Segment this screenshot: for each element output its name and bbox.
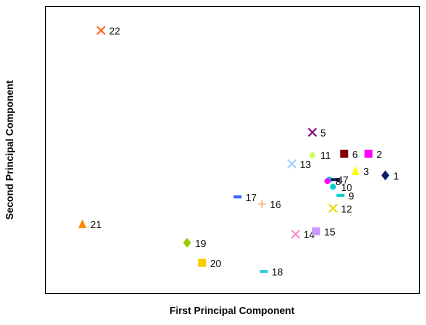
point-label-17: 17 bbox=[246, 193, 258, 204]
point-marker-15 bbox=[312, 227, 321, 236]
point-label-16: 16 bbox=[270, 200, 282, 211]
point-marker-22 bbox=[96, 25, 106, 35]
plot-area-frame bbox=[45, 6, 420, 294]
point-marker-17 bbox=[233, 195, 242, 199]
point-label-1: 1 bbox=[393, 171, 399, 182]
x-axis-title: First Principal Component bbox=[169, 306, 295, 317]
y-axis-title: Second Principal Component bbox=[5, 80, 16, 220]
point-label-11: 11 bbox=[320, 151, 331, 162]
point-label-21: 21 bbox=[90, 220, 102, 231]
point-label-9: 9 bbox=[348, 191, 354, 202]
point-label-18: 18 bbox=[272, 267, 284, 278]
point-label-3: 3 bbox=[363, 167, 369, 178]
point-label-2: 2 bbox=[377, 150, 383, 161]
point-marker-8 bbox=[324, 178, 331, 185]
point-marker-16 bbox=[257, 200, 266, 209]
point-label-15: 15 bbox=[324, 227, 336, 238]
point-marker-18 bbox=[259, 269, 268, 273]
point-label-20: 20 bbox=[210, 259, 222, 270]
point-marker-6 bbox=[340, 149, 349, 158]
point-label-6: 6 bbox=[352, 150, 358, 161]
point-marker-20 bbox=[198, 258, 207, 267]
point-marker-10 bbox=[329, 183, 336, 190]
point-marker-9 bbox=[336, 193, 345, 197]
point-marker-5 bbox=[307, 127, 317, 137]
point-marker-3 bbox=[351, 166, 360, 176]
point-marker-2 bbox=[364, 149, 373, 158]
point-label-19: 19 bbox=[195, 239, 207, 250]
point-marker-1 bbox=[381, 170, 390, 181]
point-marker-12 bbox=[328, 203, 338, 213]
point-marker-14 bbox=[291, 229, 301, 239]
point-label-7: 7 bbox=[343, 176, 349, 187]
point-label-14: 14 bbox=[304, 230, 316, 241]
point-label-12: 12 bbox=[341, 204, 353, 215]
point-label-4: 4 bbox=[337, 176, 343, 187]
point-label-5: 5 bbox=[320, 128, 326, 139]
point-label-10: 10 bbox=[341, 183, 353, 194]
point-marker-11 bbox=[309, 152, 316, 159]
point-marker-19 bbox=[183, 237, 192, 248]
point-marker-13 bbox=[287, 159, 297, 169]
point-marker-21 bbox=[78, 219, 87, 229]
point-label-22: 22 bbox=[109, 26, 121, 37]
point-label-8: 8 bbox=[335, 177, 341, 188]
point-marker-7 bbox=[330, 178, 339, 182]
point-label-13: 13 bbox=[300, 160, 312, 171]
